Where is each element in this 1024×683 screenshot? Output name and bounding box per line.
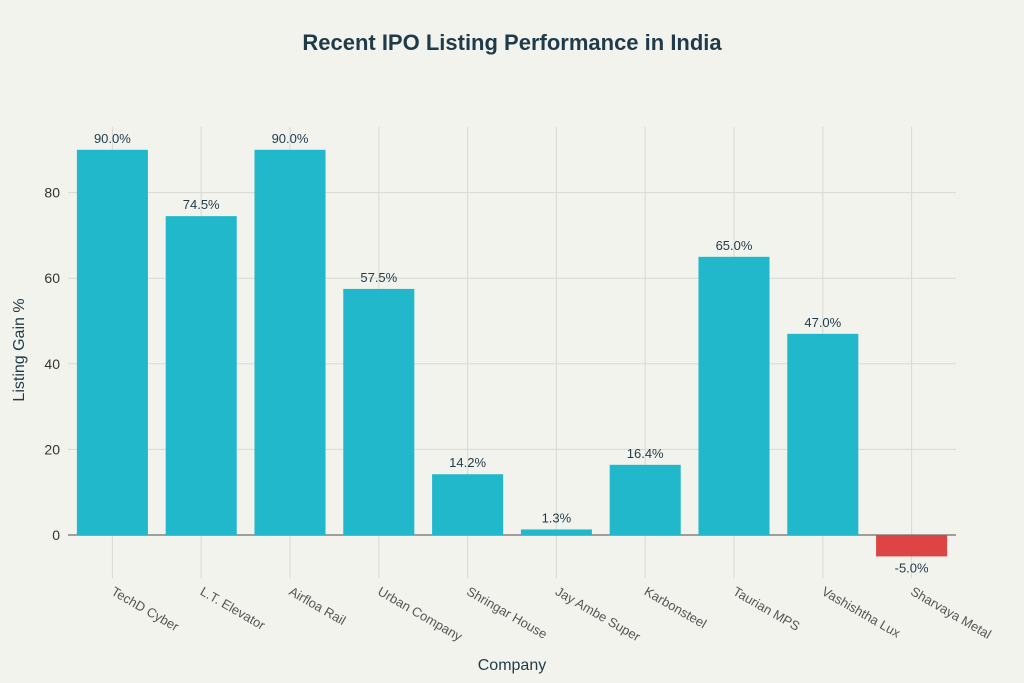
bar [520, 529, 592, 535]
data-label: 1.3% [542, 510, 572, 525]
data-label: 14.2% [449, 455, 486, 470]
x-tick-label: TechD Cyber [109, 584, 182, 635]
y-axis-title: Listing Gain % [11, 298, 28, 401]
bar [254, 149, 326, 536]
data-label: 16.4% [627, 446, 664, 461]
data-label: 74.5% [183, 197, 220, 212]
data-label: 90.0% [94, 131, 131, 146]
bar [609, 464, 681, 535]
y-tick-label: 40 [44, 356, 60, 372]
data-labels: 90.0% 74.5% 90.0% 57.5% 14.2% 1.3% 16.4% 65.0% 4… [94, 131, 929, 576]
y-tick-label: 60 [44, 270, 60, 286]
data-label: -5.0% [895, 560, 929, 575]
x-tick-label: Airfloa Rail [287, 584, 349, 628]
data-label: 47.0% [804, 315, 841, 330]
y-axis-ticks: 0 20 40 60 80 [44, 185, 60, 543]
bar [343, 288, 415, 535]
chart-title: Recent IPO Listing Performance in India [302, 30, 722, 55]
data-label: 57.5% [360, 270, 397, 285]
x-tick-label: Karbonsteel [642, 584, 710, 632]
data-label: 90.0% [272, 131, 309, 146]
bars [76, 149, 948, 557]
y-tick-label: 80 [44, 185, 60, 201]
x-tick-label: Jay Ambe Super [553, 584, 644, 645]
x-tick-label: L.T. Elevator [198, 584, 269, 633]
bar [432, 474, 504, 535]
data-label: 65.0% [716, 238, 753, 253]
x-tick-label: Sharvaya Metal [908, 584, 994, 642]
y-tick-label: 0 [52, 527, 60, 543]
bar [76, 149, 148, 536]
bar [165, 216, 237, 535]
y-tick-label: 20 [44, 441, 60, 457]
bar [876, 535, 948, 557]
x-axis-ticks: TechD Cyber L.T. Elevator Airfloa Rail Urba… [109, 584, 994, 645]
x-tick-label: Urban Company [375, 584, 465, 645]
x-tick-label: Taurian MPS [731, 584, 803, 634]
bar [787, 333, 859, 535]
bar [698, 256, 770, 535]
x-axis-title: Company [478, 657, 546, 674]
x-tick-label: Shringar House [464, 584, 550, 642]
x-tick-label: Vashishtha Lux [819, 584, 903, 641]
